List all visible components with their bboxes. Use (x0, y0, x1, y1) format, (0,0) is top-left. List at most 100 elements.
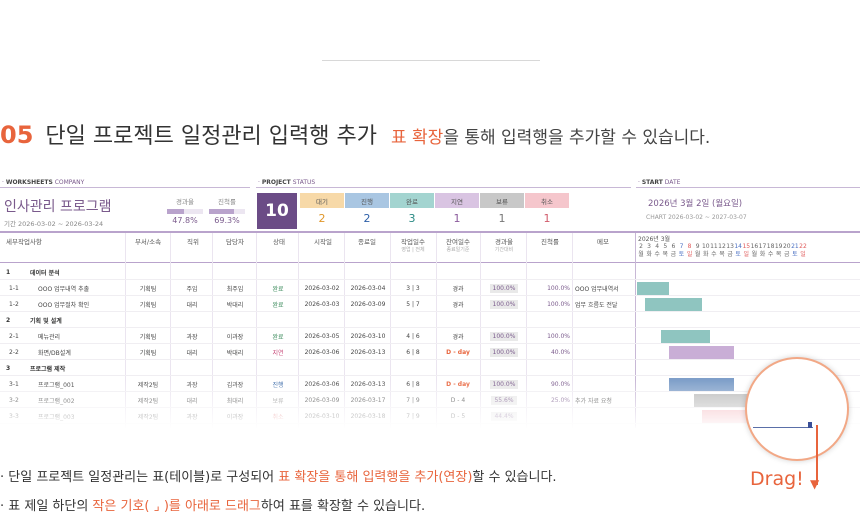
row-progress: 100.0% (547, 284, 570, 292)
row-task: 기획 및 설계 (30, 317, 62, 325)
header-remaining: 잔여일수 종료일기준 (446, 238, 470, 253)
row-workdays: 6 | 8 (406, 348, 420, 356)
row-position: 주임 (186, 285, 198, 293)
kpi-elapsed: 경과율 47.8% (165, 196, 205, 225)
row-workdays: 4 | 6 (406, 332, 420, 340)
row-position: 대리 (186, 301, 198, 309)
gantt-day: 15 일 (742, 243, 751, 258)
gantt-bar (637, 282, 670, 295)
section-project: · PROJECT STATUS (258, 179, 316, 186)
row-task: OOO 업무내역 추출 (38, 285, 90, 293)
gantt-day: 20 금 (782, 243, 791, 258)
row-remaining: 경과 (452, 333, 464, 341)
chart-range: CHART 2026-03-02 ~ 2027-03-07 (646, 214, 747, 221)
headline-title: 단일 프로젝트 일정관리 입력행 추가 (45, 124, 377, 149)
gantt-day: 11 수 (710, 243, 718, 258)
row-no: 1-2 (9, 300, 19, 308)
drag-label: Drag! (750, 468, 804, 490)
row-progress: 40.0% (550, 348, 570, 356)
row-start: 2026-03-06 (304, 348, 340, 356)
row-no: 1-1 (9, 284, 19, 292)
headline-subtitle: 표 확장을 통해 입력행을 추가할 수 있습니다. (391, 123, 710, 148)
drag-arrow (816, 425, 818, 485)
row-owner: 최주임 (226, 285, 244, 293)
task-row[interactable]: 2-2 화면/DB설계 기획팀 대리 박대리 지연 2026-03-06 2026-03-13… (0, 344, 860, 360)
group-row[interactable]: 2 기획 및 설계 (0, 312, 860, 328)
task-row[interactable]: 1-1 OOO 업무내역 추출 기획팀 주임 최주임 완료 2026-03-02 2026-0… (0, 280, 860, 296)
gantt-bar (645, 298, 702, 311)
section-worksheets: · WORKSHEETS COMPANY (2, 179, 85, 186)
row-memo: 업무 흐름도 전달 (575, 301, 618, 309)
table-fade (0, 380, 860, 430)
gantt-bar (669, 346, 735, 359)
row-task: 화면/DB설계 (38, 349, 71, 357)
status-count-5: 취소 1 (525, 193, 569, 229)
task-row[interactable]: 2-1 메뉴관리 기획팀 과장 이과장 완료 2026-03-05 2026-03-10 4 |… (0, 328, 860, 344)
header-elapsed: 경과율 기간대비 (494, 238, 514, 253)
gantt-day: 19 목 (774, 243, 783, 258)
header-progress: 진척률 (541, 238, 559, 246)
header-status: 상태 (273, 238, 285, 246)
header-start: 시작일 (314, 238, 332, 246)
row-task: 메뉴관리 (38, 333, 61, 341)
row-elapsed: 100.0% (484, 328, 524, 344)
headline-subtitle-rest: 을 통해 입력행을 추가할 수 있습니다. (443, 128, 711, 148)
row-owner: 박대리 (226, 301, 244, 309)
row-no: 2-2 (9, 348, 19, 356)
magnifier-callout (745, 357, 849, 461)
row-end: 2026-03-04 (350, 284, 386, 292)
gantt-day: 14 토 (734, 243, 742, 258)
row-progress: 100.0% (547, 300, 570, 308)
row-position: 과장 (186, 333, 198, 341)
row-task: 프로그램 제작 (30, 365, 66, 373)
program-title: 인사관리 프로그램 (4, 199, 112, 215)
group-row[interactable]: 1 데이터 분석 (0, 264, 860, 280)
row-no: 1 (6, 268, 11, 276)
table-bottom-edge (753, 427, 813, 428)
row-memo (575, 328, 635, 344)
row-no: 2-1 (9, 332, 19, 340)
group-row[interactable]: 3 프로그램 제작 (0, 360, 860, 376)
header-task: 세부작업사항 (6, 238, 42, 246)
header-memo: 메모 (597, 238, 609, 246)
status-count-1: 진행 2 (345, 193, 389, 229)
note-1: · 단일 프로젝트 일정관리는 표(테이블)로 구성되어 표 확장을 통해 입력… (0, 470, 557, 485)
start-date: 2026년 3월 2일 (월요일) (648, 199, 743, 209)
status-count-4: 보류 1 (480, 193, 524, 229)
headline-subtitle-accent: 표 확장 (390, 128, 444, 148)
status-count-3: 지연 1 (435, 193, 479, 229)
gantt-day: 21 토 (791, 243, 799, 258)
gantt-day: 18 수 (766, 243, 775, 258)
row-elapsed: 100.0% (484, 296, 524, 312)
gantt-day: 13 금 (726, 243, 734, 258)
gantt-bar (661, 330, 710, 343)
gantt-month: 2026년 3월 (638, 236, 671, 243)
headline-number: 05 (0, 121, 34, 149)
gantt-day: 12 목 (718, 243, 726, 258)
row-end: 2026-03-10 (350, 332, 386, 340)
status-count-2: 완료 3 (390, 193, 434, 229)
row-status: 완료 (272, 333, 284, 341)
row-workdays: 3 | 3 (406, 284, 420, 292)
header-position: 직위 (187, 238, 199, 246)
task-row[interactable]: 1-2 OOO 업무절차 확인 기획팀 대리 박대리 완료 2026-03-03 2026-0… (0, 296, 860, 312)
header-workdays: 작업일수 영업 | 전체 (401, 238, 425, 253)
program-period: 기간 2026-03-02 ~ 2026-03-24 (4, 220, 104, 228)
header-owner: 담당자 (226, 238, 244, 246)
task-total: 10 (257, 193, 297, 229)
headline: 05 단일 프로젝트 일정관리 입력행 추가 표 확장을 통해 입력행을 추가할… (0, 118, 710, 150)
top-divider (322, 60, 540, 61)
row-memo (575, 344, 635, 360)
note-2: · 표 제일 하단의 작은 기호( ⌟ )를 아래로 드래그하여 표를 확장할 … (0, 499, 426, 514)
gantt-day: 10 화 (701, 243, 710, 258)
table-resize-handle[interactable] (808, 422, 812, 428)
row-status: 완료 (272, 285, 284, 293)
row-status: 완료 (272, 301, 284, 309)
